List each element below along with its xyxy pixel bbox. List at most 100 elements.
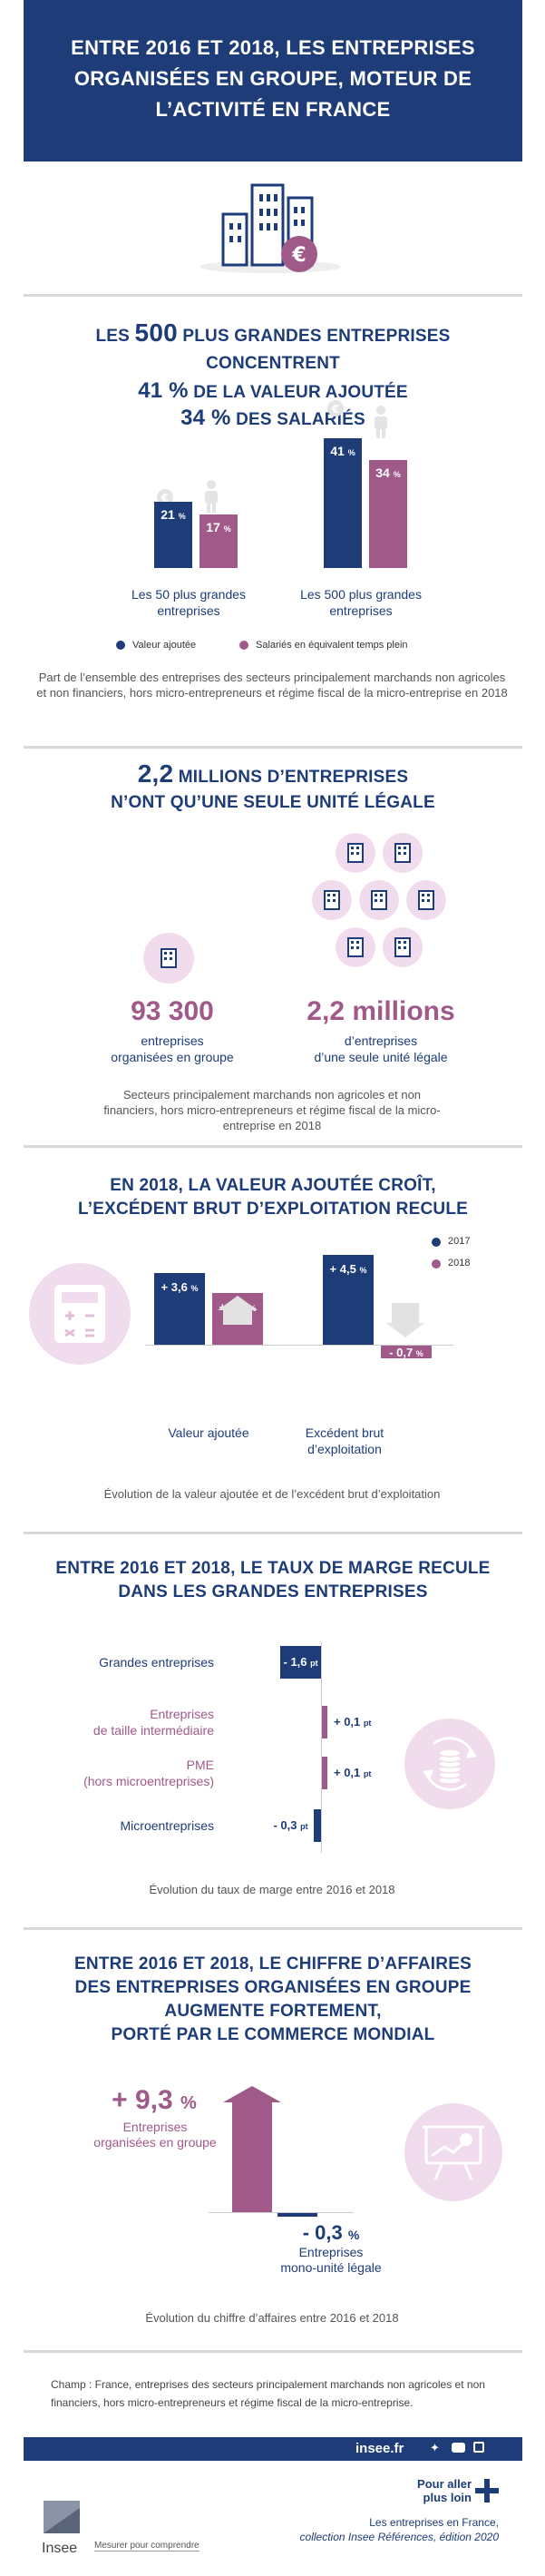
bar-employees: [200, 514, 238, 568]
window: [333, 894, 336, 896]
insee-logo-icon: [44, 2501, 80, 2533]
separator: [24, 1532, 522, 1534]
window: [356, 847, 359, 849]
bar-label-unit: %: [393, 470, 401, 479]
legend-2017-swatch: [432, 1238, 441, 1247]
mono-label-line: Entreprises: [298, 2245, 364, 2259]
section4-caption: Évolution du taux de marge entre 2016 et…: [149, 1883, 395, 1896]
title-number: 34 %: [180, 406, 231, 430]
bar-arrowhead: [223, 2085, 281, 2102]
window: [398, 847, 401, 849]
title-text: ENTRE 2016 ET 2018, LE CHIFFRE D’AFFAIRE…: [74, 1954, 472, 1974]
bar-value-added: [324, 437, 362, 568]
bar-label: 17 %: [206, 519, 231, 534]
arrow-down-icon-head: [386, 1323, 424, 1337]
separator: [24, 746, 522, 749]
title-text: DE LA VALEUR AJOUTÉE: [193, 383, 408, 402]
window: [427, 899, 430, 902]
coins-cycle-icon: [423, 1737, 477, 1791]
separator: [24, 1145, 522, 1148]
svg-text:€: €: [291, 244, 306, 267]
group-label-line: organisées en groupe: [93, 2135, 217, 2150]
bar-label: + 4,5 %: [329, 1262, 367, 1276]
bar-employees: [369, 460, 407, 568]
window: [380, 894, 383, 896]
legend-2017-label: 2017: [448, 1236, 471, 1247]
window: [356, 852, 359, 855]
window: [404, 946, 406, 949]
window: [327, 894, 330, 896]
title-text: EN 2018, LA VALEUR AJOUTÉE CROÎT,: [110, 1176, 436, 1195]
presentation-board-icon: [423, 2125, 484, 2180]
title-text: DES ENTREPRISES ORGANISÉES EN GROUPE: [74, 1978, 472, 1997]
reference-line: collection Insee Références, édition 202…: [299, 2531, 499, 2543]
bar-label: - 0,7 %: [389, 1346, 423, 1359]
title-text: CONCENTRENT: [206, 354, 340, 373]
bar-label: 34 %: [375, 465, 401, 480]
window: [356, 946, 359, 949]
row-label-line: Grandes entreprises: [99, 1655, 214, 1670]
youtube-icon[interactable]: [452, 2443, 465, 2453]
bar-label: - 1,6 pt: [283, 1655, 318, 1669]
title-number: 2,2: [137, 759, 174, 788]
calculator-icon: [54, 1285, 105, 1343]
right-value: 2,2 millions: [307, 996, 455, 1026]
building-icon: [371, 890, 387, 910]
twitter-icon[interactable]: ✦: [430, 2441, 440, 2454]
more-link[interactable]: Pour aller plus loin: [390, 2477, 472, 2504]
window: [380, 899, 383, 902]
window: [427, 894, 430, 896]
group-label-line: Entreprises: [122, 2120, 188, 2134]
building-icon: [347, 937, 364, 957]
window: [398, 852, 401, 855]
row-label-line: de taille intermédiaire: [92, 1723, 214, 1738]
legend-sal-label: Salariés en équivalent temps plein: [256, 640, 408, 651]
row-label-line: Microentreprises: [120, 1818, 214, 1833]
row-label: PME (hors microentreprises): [36, 1757, 214, 1789]
row-label: Grandes entreprises: [36, 1654, 214, 1670]
reference: Les entreprises en France, collection In…: [272, 2515, 499, 2544]
row-label: Entreprises de taille intermédiaire: [36, 1706, 214, 1739]
title-text: PORTÉ PAR LE COMMERCE MONDIAL: [111, 2025, 435, 2044]
bar-label-unit: %: [180, 2093, 197, 2113]
linkedin-icon[interactable]: [473, 2442, 484, 2453]
window: [351, 946, 354, 949]
bar-label-unit: %: [359, 1266, 367, 1275]
window: [422, 899, 424, 902]
header-line-2: ORGANISÉES EN GROUPE, MOTEUR DE: [73, 67, 472, 90]
window: [375, 899, 377, 902]
site-link[interactable]: insee.fr: [355, 2441, 404, 2456]
title-text: DES SALARIÉS: [236, 410, 365, 429]
row-label-line: Entreprises: [150, 1707, 214, 1721]
baseline: [145, 1345, 453, 1346]
left-value: 93 300: [131, 996, 214, 1026]
bar: [313, 1809, 321, 1842]
footer-bar: [24, 2437, 522, 2461]
building-icon: [394, 843, 411, 863]
window: [170, 952, 172, 955]
window: [170, 957, 172, 960]
title-text: ENTRE 2016 ET 2018, LE TAUX DE MARGE REC…: [55, 1559, 491, 1578]
bar-label-unit: %: [223, 524, 231, 534]
bar-label-unit: pt: [363, 1719, 372, 1728]
mono-label: Entreprises mono-unité légale: [263, 2245, 399, 2276]
group-label: Entreprises organisées en groupe: [78, 2120, 232, 2150]
bar-label-unit: %: [178, 511, 186, 521]
bar: [232, 2100, 272, 2212]
category-label-line: Excédent brut: [305, 1425, 384, 1440]
right-label: d’entreprises d’une seule unité légale: [272, 1033, 490, 1065]
group1-label: Les 50 plus grandes entreprises: [131, 587, 247, 618]
plus-icon[interactable]: [475, 2479, 499, 2503]
champ-note: Champ : France, entreprises des secteurs…: [51, 2378, 485, 2409]
window: [351, 847, 354, 849]
bar-label-unit: %: [347, 447, 355, 457]
title-text: AUGMENTE FORTEMENT,: [164, 2002, 382, 2021]
row-label: Microentreprises: [36, 1817, 214, 1834]
building-icon: [394, 937, 411, 957]
window: [351, 852, 354, 855]
right-label-line: d’entreprises: [344, 1033, 418, 1048]
title-text: N’ONT QU’UNE SEULE UNITÉ LÉGALE: [111, 793, 435, 812]
window: [351, 941, 354, 944]
title-number: 500: [134, 318, 178, 347]
window: [333, 899, 336, 902]
